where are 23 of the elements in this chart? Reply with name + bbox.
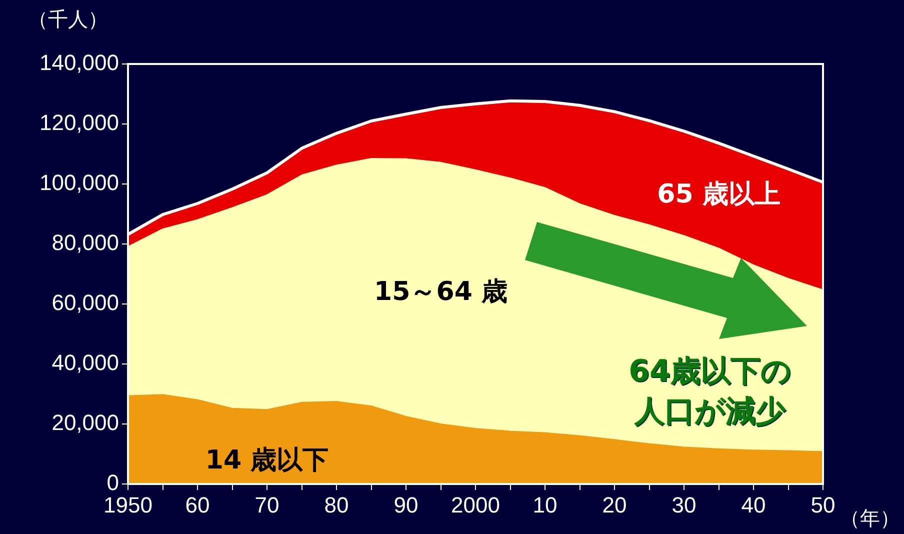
x-tick-label: 20 [602,492,627,518]
y-tick-label: 100,000 [39,170,119,196]
series-label: 14 歳以下 [205,445,329,476]
series-label: 15～64 歳 [374,276,508,307]
y-tick-label: 40,000 [52,350,119,376]
x-tick-label: 10 [532,492,558,518]
y-axis-title: （千人） [28,6,108,33]
x-tick-label: 40 [741,492,766,518]
y-tick-label: 80,000 [52,230,119,256]
y-tick-label: 60,000 [52,290,119,316]
y-tick-label: 20,000 [52,410,119,436]
x-tick-label: 60 [185,492,210,518]
x-tick-label: 70 [254,492,280,518]
x-tick-label: 30 [672,492,696,518]
y-tick-label: 140,000 [39,50,119,76]
annotation: 64歳以下の人口が減少 [628,353,792,431]
x-tick-label: 2000 [451,492,500,518]
x-tick-label: 90 [394,492,418,518]
series-label: 65 歳以上 [657,179,780,210]
x-tick-label: 50 [810,492,836,518]
x-axis-title: （年） [840,505,900,532]
y-tick-label: 120,000 [39,110,119,136]
x-tick-label: 80 [324,492,349,518]
